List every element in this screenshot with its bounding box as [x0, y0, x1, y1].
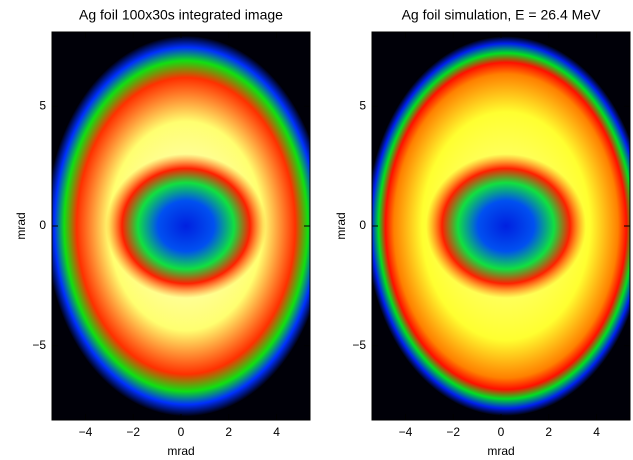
panel-title: Ag foil 100x30s integrated image: [79, 7, 283, 23]
x-tick-label: 0: [178, 425, 185, 439]
heatmap: [372, 32, 630, 420]
x-tick-label: −2: [446, 425, 460, 439]
x-tick-label: 2: [545, 425, 552, 439]
y-tick-label: −5: [352, 338, 366, 352]
y-tick-label: 5: [39, 98, 46, 112]
heatmap-inner: [426, 154, 586, 298]
x-tick-label: −4: [399, 425, 413, 439]
heatmap: [52, 32, 310, 420]
x-tick-label: 4: [593, 425, 600, 439]
y-tick-label: −5: [32, 338, 46, 352]
x-tick-label: 2: [225, 425, 232, 439]
y-tick-label: 0: [359, 218, 366, 232]
y-axis-label: mrad: [334, 212, 348, 239]
x-tick-label: 4: [273, 425, 280, 439]
y-axis-label: mrad: [14, 212, 28, 239]
x-tick-label: 0: [498, 425, 505, 439]
y-tick-label: 0: [39, 218, 46, 232]
panel-title: Ag foil simulation, E = 26.4 MeV: [402, 7, 601, 23]
heatmap-inner: [106, 154, 266, 298]
x-axis-label: mrad: [167, 444, 194, 458]
x-axis-label: mrad: [487, 444, 514, 458]
y-tick-label: 5: [359, 98, 366, 112]
x-tick-label: −4: [79, 425, 93, 439]
x-tick-label: −2: [126, 425, 140, 439]
